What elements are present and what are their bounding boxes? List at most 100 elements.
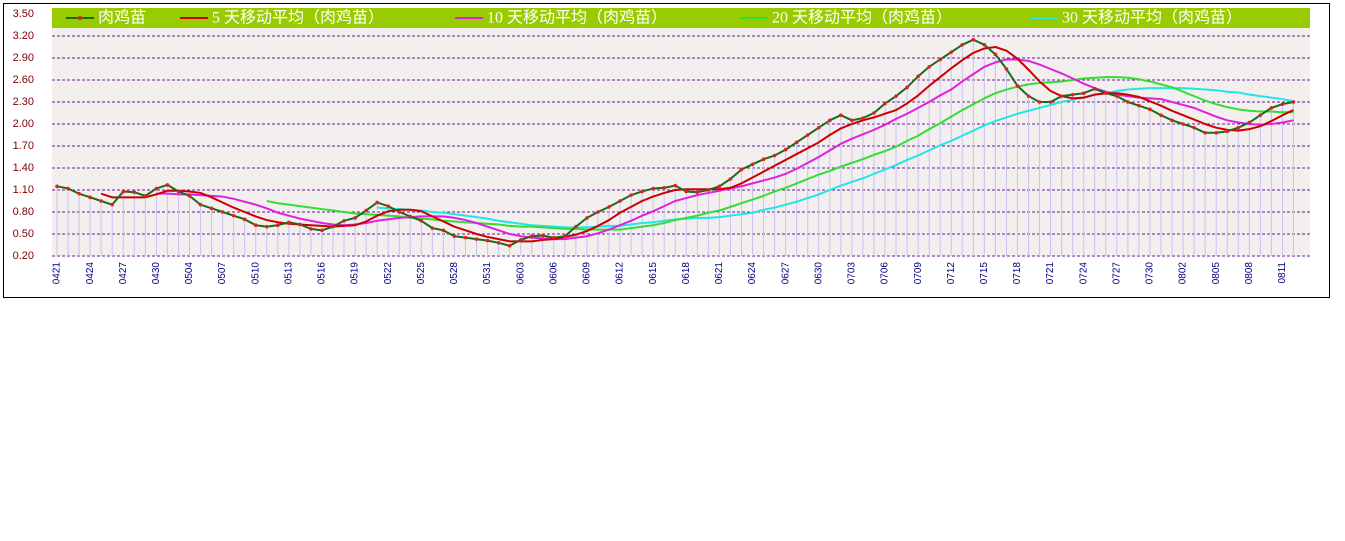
data-point bbox=[1170, 118, 1174, 123]
data-point bbox=[430, 226, 435, 230]
legend-label: 20 天移动平均（肉鸡苗） bbox=[772, 9, 952, 27]
y-tick-label: 2.30 bbox=[13, 96, 34, 108]
data-point bbox=[883, 101, 887, 106]
x-tick-label: 0624 bbox=[747, 262, 758, 285]
data-point bbox=[518, 238, 523, 242]
data-point bbox=[1291, 100, 1296, 104]
data-point bbox=[220, 210, 225, 214]
data-point bbox=[1137, 103, 1141, 108]
x-tick-label: 0727 bbox=[1111, 262, 1122, 285]
data-point bbox=[684, 189, 689, 194]
legend-background bbox=[52, 8, 1310, 28]
data-point bbox=[1181, 122, 1185, 126]
data-point bbox=[905, 85, 909, 90]
data-point bbox=[474, 237, 479, 241]
x-tick-label: 0516 bbox=[317, 262, 328, 285]
data-point bbox=[1148, 107, 1152, 112]
data-point bbox=[353, 216, 357, 220]
x-tick-label: 0709 bbox=[913, 262, 924, 285]
data-point bbox=[552, 235, 556, 240]
data-point bbox=[794, 140, 799, 145]
x-tick-label: 0630 bbox=[813, 262, 824, 285]
data-point bbox=[408, 214, 413, 219]
data-point bbox=[993, 52, 998, 57]
data-point bbox=[452, 234, 457, 238]
data-point bbox=[287, 220, 291, 225]
x-tick-label: 0621 bbox=[714, 262, 725, 285]
data-point bbox=[739, 167, 744, 172]
data-point bbox=[1070, 92, 1075, 97]
data-point bbox=[187, 194, 192, 198]
data-point bbox=[242, 217, 247, 222]
data-point bbox=[982, 43, 987, 47]
x-tick-label: 0424 bbox=[85, 262, 96, 285]
data-point bbox=[264, 224, 269, 229]
data-point bbox=[1280, 102, 1285, 106]
data-point bbox=[419, 219, 424, 223]
data-point bbox=[706, 188, 711, 192]
data-point bbox=[938, 57, 942, 62]
data-point bbox=[77, 191, 81, 196]
x-tick-label: 0531 bbox=[482, 262, 493, 285]
data-point bbox=[1236, 125, 1241, 130]
x-tick-label: 0525 bbox=[416, 262, 427, 285]
y-tick-label: 1.40 bbox=[13, 162, 34, 174]
y-tick-label: 2.60 bbox=[13, 74, 34, 86]
data-point bbox=[143, 194, 148, 198]
data-point bbox=[1258, 113, 1263, 117]
data-point bbox=[872, 111, 876, 115]
data-point bbox=[1159, 113, 1163, 117]
data-point bbox=[540, 233, 545, 238]
x-tick-label: 0522 bbox=[383, 262, 394, 285]
y-tick-label: 2.00 bbox=[13, 118, 34, 130]
data-point bbox=[529, 234, 534, 238]
x-tick-label: 0609 bbox=[582, 262, 593, 285]
x-tick-label: 0615 bbox=[648, 262, 659, 285]
data-point bbox=[772, 153, 777, 158]
data-point bbox=[695, 190, 700, 194]
x-tick-label: 0421 bbox=[52, 262, 63, 285]
data-point bbox=[154, 186, 159, 191]
data-point bbox=[1037, 100, 1042, 104]
data-point bbox=[894, 94, 898, 98]
y-tick-label: 1.70 bbox=[13, 140, 34, 152]
data-point bbox=[673, 183, 678, 188]
y-tick-label: 2.90 bbox=[13, 52, 34, 64]
data-point bbox=[839, 113, 843, 117]
data-point bbox=[640, 189, 644, 194]
data-point bbox=[463, 235, 468, 240]
data-point bbox=[1004, 67, 1009, 71]
data-point bbox=[960, 43, 965, 47]
legend-marker bbox=[78, 16, 82, 20]
data-point bbox=[386, 204, 391, 208]
x-tick-label: 0504 bbox=[184, 262, 195, 285]
x-tick-label: 0612 bbox=[615, 262, 626, 285]
data-point bbox=[1059, 94, 1064, 98]
data-point bbox=[1026, 94, 1031, 98]
data-point bbox=[55, 184, 59, 189]
data-point bbox=[176, 189, 181, 194]
data-point bbox=[88, 195, 92, 200]
data-point bbox=[1115, 94, 1119, 98]
data-point bbox=[231, 213, 236, 218]
data-point bbox=[585, 216, 589, 220]
x-tick-label: 0718 bbox=[1012, 262, 1023, 285]
data-point bbox=[99, 199, 103, 203]
data-point bbox=[1015, 84, 1020, 88]
x-tick-label: 0603 bbox=[515, 262, 526, 285]
data-point bbox=[1214, 131, 1218, 135]
data-point bbox=[1104, 91, 1108, 95]
data-point bbox=[309, 227, 313, 231]
plot-background bbox=[52, 14, 1310, 256]
data-point bbox=[375, 200, 379, 205]
data-point bbox=[783, 147, 788, 152]
x-tick-label: 0805 bbox=[1211, 262, 1222, 285]
x-tick-label: 0519 bbox=[350, 262, 361, 285]
x-tick-label: 0706 bbox=[880, 262, 891, 285]
series-line bbox=[377, 87, 1294, 229]
x-tick-label: 0606 bbox=[548, 262, 559, 285]
data-point bbox=[331, 224, 335, 229]
legend-label: 10 天移动平均（肉鸡苗） bbox=[487, 9, 667, 27]
x-tick-label: 0712 bbox=[946, 262, 957, 285]
data-point bbox=[121, 189, 126, 194]
